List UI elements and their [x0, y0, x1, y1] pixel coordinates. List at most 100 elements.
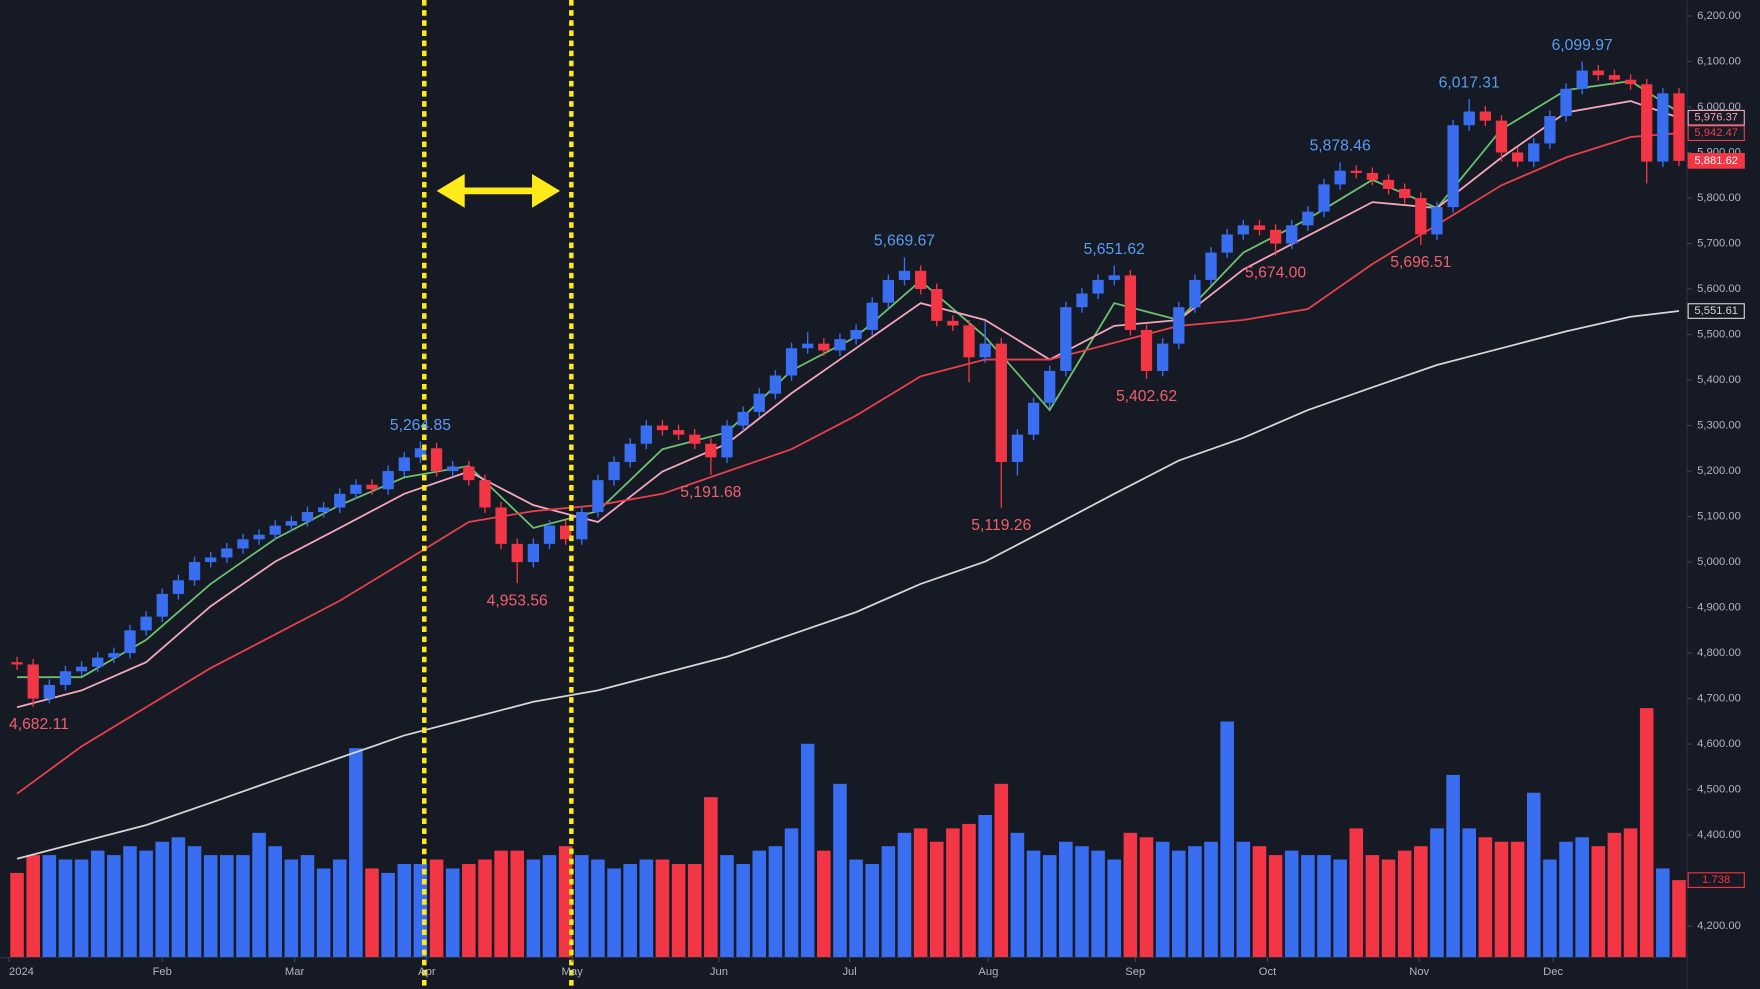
volume-bar: [494, 850, 508, 958]
volume-bar: [865, 863, 879, 958]
price-annotation: 6,017.31: [1439, 75, 1500, 92]
moving-average-line: [16, 310, 1680, 860]
candle-body: [205, 557, 217, 563]
candle-body: [882, 279, 894, 303]
y-tick-label: 5,600.00: [1697, 283, 1741, 295]
y-tick-label: 4,800.00: [1697, 647, 1741, 659]
volume-bar: [397, 863, 412, 958]
y-tick-label: 4,500.00: [1697, 784, 1741, 796]
candle-body: [898, 270, 911, 280]
price-annotation: 5,651.62: [1084, 241, 1145, 258]
candle-body: [1269, 229, 1282, 244]
candle-body: [640, 425, 652, 444]
volume-bar: [252, 832, 266, 958]
candle-body: [753, 393, 765, 412]
volume-bar: [929, 841, 944, 958]
candle-body: [850, 329, 862, 340]
price-annotation: 4,682.11: [9, 716, 69, 733]
candle-body: [1560, 88, 1572, 117]
y-tick-label: 4,200.00: [1697, 920, 1741, 932]
x-tick-label: Jul: [842, 966, 856, 978]
candle-body: [1124, 275, 1137, 330]
candle-body: [382, 471, 394, 490]
ma-last-label: 5,942.47: [1694, 127, 1738, 139]
candle-body: [543, 525, 556, 544]
volume-bar: [1526, 792, 1541, 958]
volume-bar: [349, 748, 363, 958]
candle-body: [334, 493, 346, 508]
candle-body: [221, 548, 233, 558]
volume-bar: [800, 743, 815, 958]
volume-bar: [1397, 850, 1412, 958]
volume-bar: [1510, 841, 1525, 958]
volume-bar: [1026, 850, 1041, 958]
candle-body: [1253, 225, 1266, 230]
candle-body: [1302, 211, 1314, 226]
y-tick-label: 5,100.00: [1697, 511, 1741, 523]
candle-body: [1415, 198, 1427, 235]
candle-body: [463, 466, 475, 481]
moving-average-line: [16, 132, 1680, 795]
volume-bar: [42, 855, 57, 958]
candle-body: [914, 270, 927, 290]
volume-bar: [1446, 774, 1460, 958]
candle-body: [285, 521, 297, 526]
volume-bar: [1010, 832, 1025, 958]
y-tick-label: 4,600.00: [1697, 738, 1741, 750]
candle-body: [1544, 116, 1556, 144]
axis-layer: 4,200.004,300.004,400.004,500.004,600.00…: [8, 10, 1745, 978]
volume-bar: [478, 859, 492, 958]
x-tick-label: Aug: [978, 966, 998, 978]
volume-bar: [1607, 832, 1622, 958]
candle-body: [350, 484, 362, 494]
volume-bar: [655, 859, 670, 958]
volume-bar: [445, 868, 460, 958]
volume-layer: [10, 708, 1686, 958]
volume-bar: [1462, 828, 1476, 958]
volume-bar: [1381, 859, 1396, 958]
candle-body: [237, 539, 249, 549]
ma-last-label: 5,976.37: [1694, 112, 1738, 124]
candle-body: [156, 593, 168, 617]
x-tick-label: May: [561, 966, 583, 978]
volume-bar: [1365, 855, 1380, 958]
volume-bar: [1430, 828, 1444, 958]
candle-body: [1140, 329, 1153, 371]
volume-bar: [187, 846, 202, 958]
y-tick-label: 4,700.00: [1697, 693, 1741, 705]
volume-bar: [1220, 721, 1234, 958]
price-annotation: 5,669.67: [874, 233, 935, 250]
volume-bar: [284, 859, 299, 958]
candle-body: [1463, 111, 1475, 126]
candle-body: [301, 512, 314, 522]
price-annotation: 5,402.62: [1116, 388, 1177, 405]
candle-body: [1624, 79, 1637, 85]
volume-bar: [1075, 846, 1089, 958]
candle-body: [576, 512, 588, 540]
volume-bar: [510, 850, 525, 958]
volume-bar: [1349, 828, 1364, 958]
candle-body: [559, 525, 572, 540]
volume-bar: [784, 828, 799, 958]
candle-body: [59, 671, 72, 685]
volume-bar: [1559, 841, 1573, 958]
candle-body: [592, 480, 604, 513]
volume-bar: [946, 828, 960, 958]
candle-body: [1528, 143, 1540, 162]
volume-bar: [1672, 880, 1686, 958]
volume-bar: [720, 855, 734, 958]
double-arrow: [436, 174, 561, 208]
volume-bar: [687, 863, 702, 958]
y-tick-label: 5,800.00: [1697, 192, 1741, 204]
candle-body: [866, 302, 878, 330]
candle-body: [527, 543, 540, 563]
ma-last-label-box: [1687, 109, 1745, 126]
volume-bar: [962, 823, 976, 958]
candle-body: [447, 466, 459, 472]
candle-body: [947, 320, 959, 326]
volume-bar: [1639, 708, 1654, 958]
candle-body: [672, 430, 685, 435]
volume-bar: [123, 846, 137, 958]
